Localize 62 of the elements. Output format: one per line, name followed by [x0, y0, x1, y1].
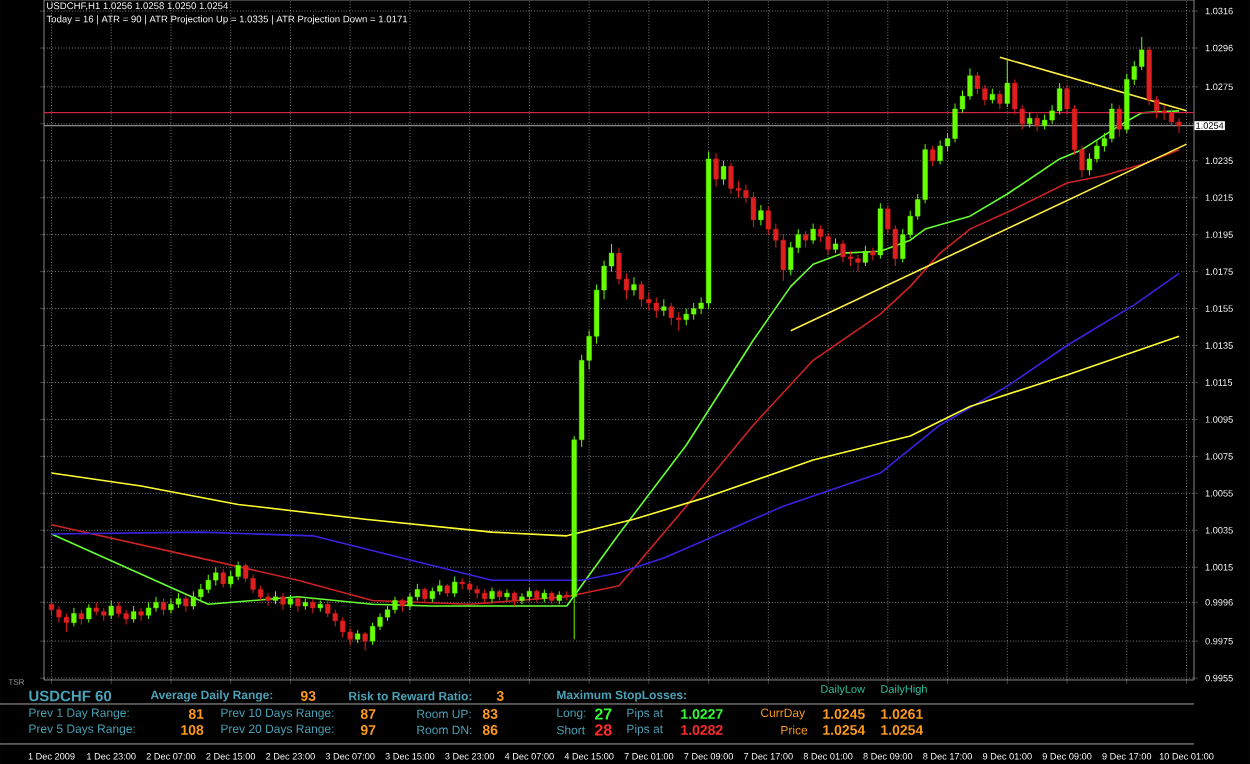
candlestick [452, 575, 458, 598]
candlestick [63, 612, 70, 633]
candlestick [840, 239, 846, 263]
candlestick [750, 191, 757, 228]
candlestick [220, 568, 226, 589]
candlestick [855, 254, 861, 273]
candlestick [1176, 117, 1182, 134]
candlestick [1004, 58, 1010, 108]
candlestick [1116, 104, 1122, 138]
candlestick [810, 223, 816, 245]
candlestick [1161, 104, 1167, 121]
candlestick [138, 607, 144, 622]
candlestick [862, 245, 869, 267]
candlestick [168, 598, 174, 614]
candlestick [213, 566, 219, 587]
candlestick [780, 234, 786, 282]
candlestick [1056, 82, 1063, 116]
candlestick [1109, 102, 1115, 143]
candlestick [713, 152, 719, 188]
candlestick [788, 241, 794, 276]
candlestick [265, 592, 271, 607]
candlestick [205, 574, 211, 594]
candlestick [720, 160, 727, 186]
candlestick [1094, 139, 1100, 164]
candlestick [616, 247, 622, 286]
candlestick [676, 311, 682, 332]
candlestick [340, 616, 346, 638]
candlestick [280, 592, 286, 611]
candlestick [937, 139, 943, 165]
candlestick [1086, 152, 1093, 177]
candlestick [86, 603, 92, 624]
candlestick [235, 561, 241, 581]
candlestick [71, 607, 77, 627]
candlestick [631, 276, 637, 297]
candlestick [362, 631, 368, 651]
candlestick [974, 71, 981, 95]
candlestick [997, 90, 1003, 110]
candlestick [952, 102, 958, 143]
text: 28 [594, 724, 612, 736]
candlestick [765, 206, 771, 236]
candlestick [1012, 78, 1018, 116]
candlestick [646, 291, 652, 311]
candlestick [653, 296, 659, 319]
candlestick [504, 588, 510, 602]
candlestick [474, 585, 480, 600]
candlestick [153, 596, 159, 613]
candlestick [519, 592, 525, 605]
candlestick [190, 590, 196, 611]
candlestick [668, 302, 674, 326]
candlestick [870, 247, 876, 262]
candlestick [930, 145, 936, 167]
candlestick [183, 594, 189, 613]
candlestick [638, 280, 644, 308]
text: 27 [594, 708, 612, 720]
candlestick [825, 232, 831, 256]
candlestick [56, 605, 62, 624]
candlestick [728, 162, 734, 195]
line-series [50, 335, 1180, 537]
line-series [50, 272, 1180, 581]
candlestick [108, 600, 114, 620]
candlestick [877, 202, 883, 260]
candlestick [758, 204, 764, 226]
